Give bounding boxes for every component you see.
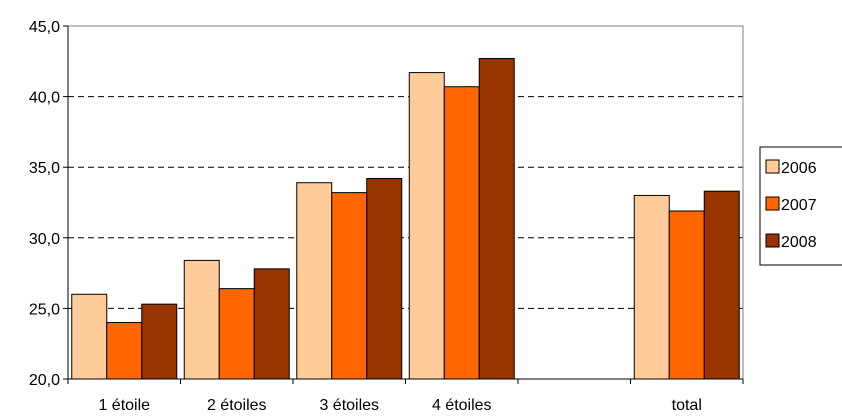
x-category-label: 1 étoile [98,397,150,414]
bar-2006-total [633,194,670,380]
x-category-label: total [672,397,702,414]
y-tick-label: 40,0 [29,90,60,107]
x-category-label: 4 étoiles [432,397,492,414]
x-category-label: 2 étoiles [207,397,267,414]
bars [71,57,740,380]
bar-2008-4-étoiles [478,57,515,380]
bar-2008-1-étoile [141,303,178,380]
legend-swatch-2006 [765,159,780,174]
legend-swatch-2007 [765,196,780,211]
y-tick-label: 30,0 [29,231,60,248]
legend: 2006 2007 2008 [759,146,842,266]
gridlines [68,96,743,309]
bar-2008-2-étoiles [253,268,290,380]
bar-2007-total [668,210,705,380]
x-category-label: 3 étoiles [319,397,379,414]
legend-label-2007: 2007 [781,197,817,214]
bar-2007-4-étoiles [443,86,480,380]
y-tick-label: 20,0 [29,372,60,389]
bar-2006-1-étoile [71,293,108,380]
bar-2007-1-étoile [106,322,143,380]
bar-2006-4-étoiles [408,72,445,380]
y-tick-label: 45,0 [29,19,60,36]
legend-label-2006: 2006 [781,160,817,177]
bar-2007-2-étoiles [218,288,255,380]
bar-2006-2-étoiles [183,259,220,380]
bar-2008-3-étoiles [366,177,403,380]
legend-swatch-2008 [765,233,780,248]
y-tick-label: 35,0 [29,160,60,177]
bar-2006-3-étoiles [296,182,333,380]
x-category-labels: 1 étoile 2 étoiles 3 étoiles 4 étoiles total [98,397,701,414]
bar-2007-3-étoiles [331,192,368,380]
bar-2008-total [703,190,740,380]
axes [63,25,744,384]
legend-label-2008: 2008 [781,234,817,251]
y-tick-label: 25,0 [29,301,60,318]
y-tick-labels: 20,0 25,0 30,0 35,0 40,0 45,0 [29,19,60,389]
